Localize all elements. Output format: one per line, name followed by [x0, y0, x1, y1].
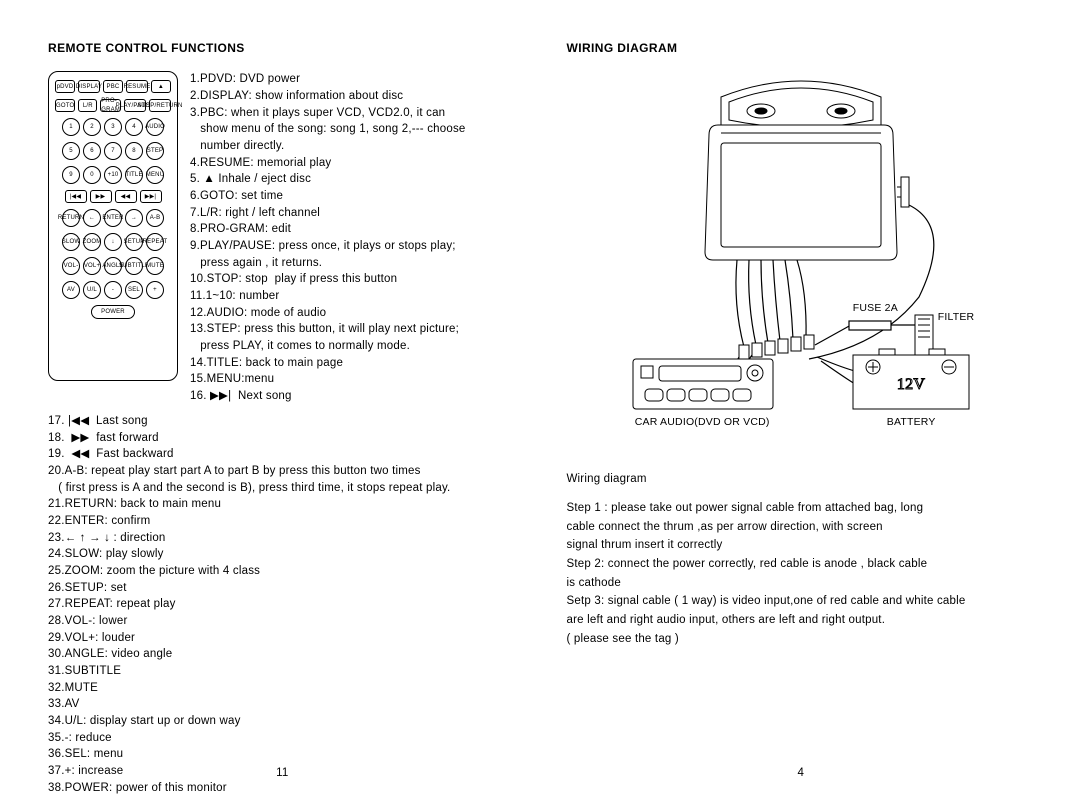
step-line: are left and right audio input, others a… — [567, 612, 1036, 629]
remote-button: 2 — [83, 118, 101, 136]
remote-button: 8 — [125, 142, 143, 160]
remote-diagram: pDVDDISPLAYPBCRESUME▲GOTOL/RPRO-GRAMPLAY… — [48, 71, 178, 381]
remote-button: 4 — [125, 118, 143, 136]
remote-button: 0 — [83, 166, 101, 184]
wiring-heading: WIRING DIAGRAM — [567, 40, 1036, 57]
wiring-diagram: 12V FUSE 2A FILTER CAR AUDIO(DVD OR VCD)… — [621, 77, 981, 457]
remote-button: + — [146, 281, 164, 299]
car-audio-label: CAR AUDIO(DVD OR VCD) — [635, 415, 770, 430]
remote-button: SLOW — [62, 233, 80, 251]
remote-heading: REMOTE CONTROL FUNCTIONS — [48, 40, 517, 57]
fuse-label: FUSE 2A — [853, 301, 898, 316]
step-line: is cathode — [567, 575, 1036, 592]
remote-power-button: POWER — [91, 305, 135, 319]
steps-title: Wiring diagram — [567, 471, 1036, 488]
remote-button: → — [125, 209, 143, 227]
remote-button: VOL+ — [83, 257, 101, 275]
remote-button: SEL — [125, 281, 143, 299]
remote-button: SETUP — [125, 233, 143, 251]
remote-button: 5 — [62, 142, 80, 160]
remote-button: A-B — [146, 209, 164, 227]
remote-button: 7 — [104, 142, 122, 160]
remote-button: RETURN — [62, 209, 80, 227]
remote-button: MUTE — [146, 257, 164, 275]
remote-button: - — [104, 281, 122, 299]
remote-button: 1 — [62, 118, 80, 136]
step-line: ( please see the tag ) — [567, 631, 1036, 648]
remote-button: TITLE — [125, 166, 143, 184]
remote-button: STEP — [146, 142, 164, 160]
remote-button: ← — [83, 209, 101, 227]
step-line: cable connect the thrum ,as per arrow di… — [567, 519, 1036, 536]
step-line: Step 1 : please take out power signal ca… — [567, 500, 1036, 517]
remote-button: +10 — [104, 166, 122, 184]
battery-label: BATTERY — [887, 415, 936, 430]
remote-functions-top: 1.PDVD: DVD power 2.DISPLAY: show inform… — [190, 71, 466, 404]
step-line: Step 2: connect the power correctly, red… — [567, 556, 1036, 573]
remote-button: AUDIO — [146, 118, 164, 136]
remote-button: RESUME — [126, 80, 148, 93]
page-number-right: 4 — [567, 765, 1036, 782]
remote-button: ↓ — [104, 233, 122, 251]
remote-button: 6 — [83, 142, 101, 160]
step-line: Setp 3: signal cable ( 1 way) is video i… — [567, 593, 1036, 610]
remote-button: ENTER — [104, 209, 122, 227]
remote-button: ▲ — [151, 80, 171, 93]
remote-button: U/L — [83, 281, 101, 299]
remote-button: 3 — [104, 118, 122, 136]
remote-button: pDVD — [55, 80, 75, 93]
remote-button: ◀◀ — [115, 190, 137, 203]
remote-button: MENU — [146, 166, 164, 184]
remote-button: ▶▶ — [90, 190, 112, 203]
remote-button: VOL- — [62, 257, 80, 275]
right-page: WIRING DIAGRAM — [567, 40, 1036, 782]
svg-text:12V: 12V — [897, 376, 925, 393]
step-line: signal thrum insert it correctly — [567, 537, 1036, 554]
remote-button: SUBTITLE — [125, 257, 143, 275]
remote-button: L/R — [78, 99, 97, 112]
page-number-left: 11 — [48, 765, 517, 782]
remote-button: 9 — [62, 166, 80, 184]
wiring-steps: Wiring diagram Step 1 : please take out … — [567, 471, 1036, 647]
left-page: REMOTE CONTROL FUNCTIONS pDVDDISPLAYPBCR… — [48, 40, 517, 782]
remote-button: STOP/RETURN — [149, 99, 171, 112]
remote-button: PBC — [103, 80, 123, 93]
remote-button: ZOOM — [83, 233, 101, 251]
remote-button: |◀◀ — [65, 190, 87, 203]
remote-functions-bottom: 17. |◀◀ Last song 18. ▶▶ fast forward 19… — [48, 413, 517, 796]
remote-button: REPEAT — [146, 233, 164, 251]
remote-button: GOTO — [55, 99, 75, 112]
remote-button: DISPLAY — [78, 80, 100, 93]
remote-button: ▶▶| — [140, 190, 162, 203]
filter-label: FILTER — [938, 310, 975, 325]
remote-button: AV — [62, 281, 80, 299]
